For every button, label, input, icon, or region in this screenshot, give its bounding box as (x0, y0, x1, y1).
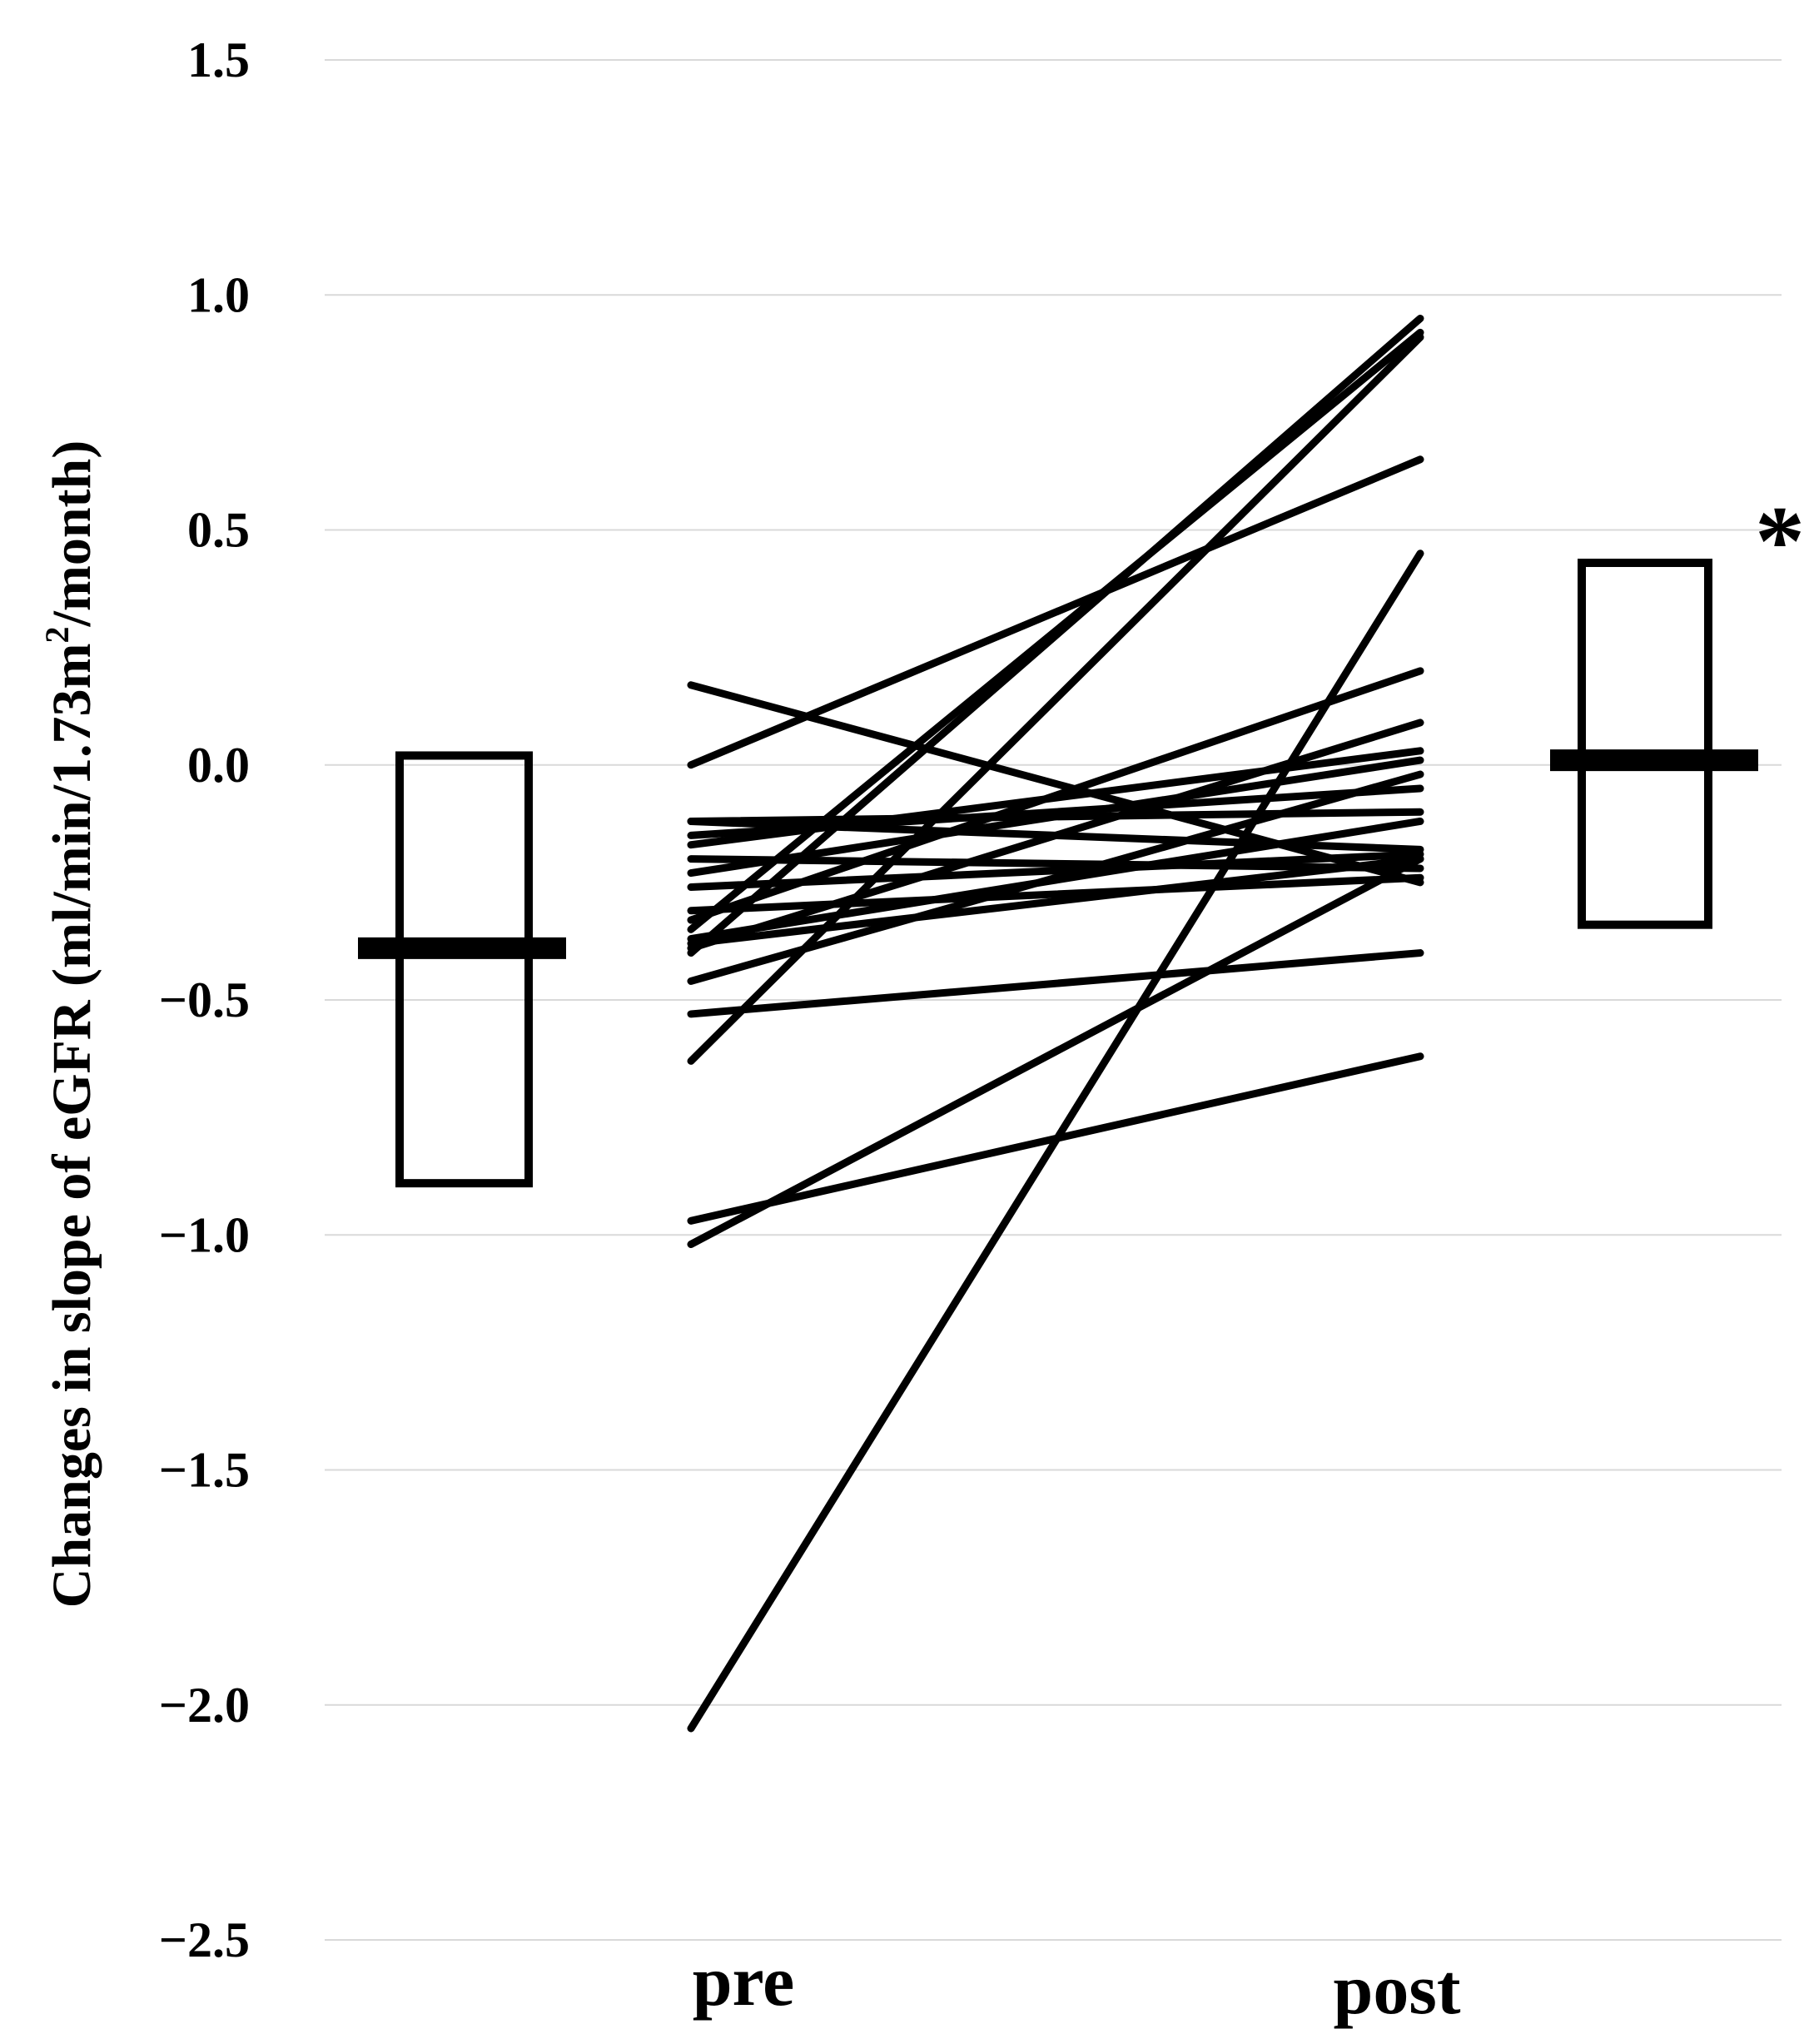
patient-line (687, 770, 1424, 985)
summary-boxes (358, 559, 1758, 1188)
patient-line (687, 667, 1424, 924)
y-tick-label: −2.0 (159, 1678, 250, 1733)
y-axis-title-main: Changes in slope of eGFR (ml/min/1.73m (42, 644, 102, 1609)
post-box (1578, 559, 1712, 929)
pre-box (395, 751, 533, 1188)
patient-line (687, 550, 1424, 1733)
y-tick-label: −2.5 (159, 1912, 250, 1967)
patient-line (687, 855, 1424, 947)
y-tick-label: −1.0 (159, 1207, 250, 1262)
y-tick-label: 0.0 (187, 738, 250, 793)
y-tick-label: −0.5 (159, 972, 250, 1027)
patient-line (687, 855, 1424, 873)
y-tick-label: 1.5 (187, 32, 250, 87)
y-tick-label: 0.5 (187, 503, 250, 558)
y-tick-label: −1.5 (159, 1443, 250, 1498)
y-axis-title-sup: 2 (38, 627, 76, 644)
y-tick-label: 1.0 (187, 267, 250, 322)
x-category-label: post (1334, 1949, 1461, 2029)
gridlines (325, 59, 1782, 1941)
significance-asterisk: * (1755, 485, 1805, 596)
patient-line (687, 455, 1424, 769)
patient-line (687, 949, 1424, 1018)
patient-line (687, 756, 1424, 878)
patient-line (687, 873, 1424, 915)
y-axis-title-tail: /month) (42, 440, 102, 628)
patient-line (687, 314, 1424, 957)
patient-line (687, 855, 1424, 1249)
patient-line (687, 333, 1424, 1065)
patient-line (687, 719, 1424, 952)
patient-lines (687, 314, 1424, 1733)
x-category-labels: pre post (693, 1941, 1461, 2029)
y-tick-labels: 1.5 1.0 0.5 0.0 −0.5 −1.0 −1.5 −2.0 −2.5 (159, 32, 250, 1967)
x-category-label: pre (693, 1941, 795, 2021)
y-axis-title: Changes in slope of eGFR (ml/min/1.73m2/… (38, 440, 102, 1608)
